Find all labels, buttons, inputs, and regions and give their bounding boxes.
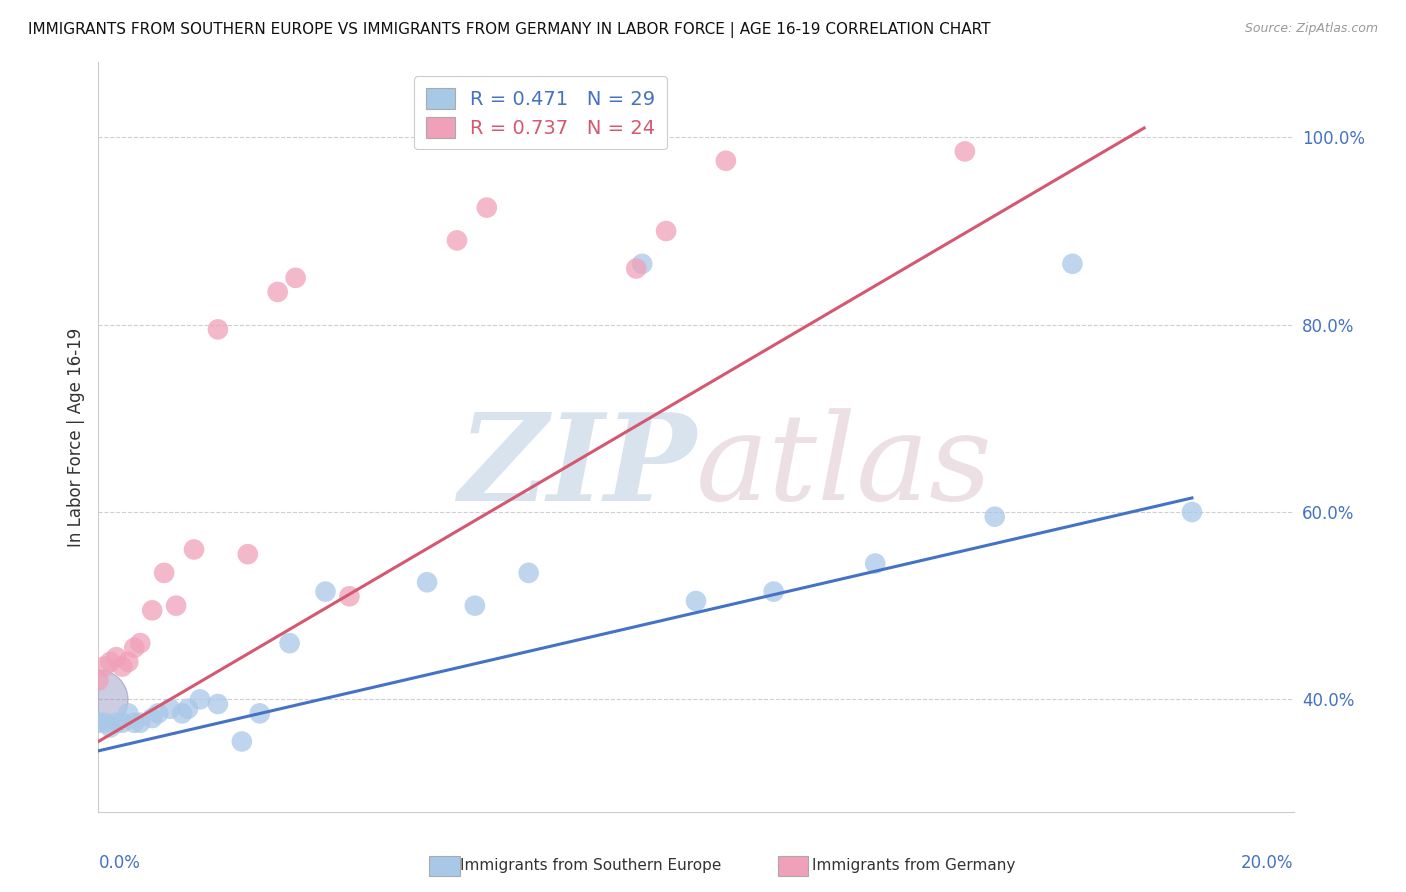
Point bbox=[207, 697, 229, 711]
Text: atlas: atlas bbox=[696, 409, 993, 525]
Point bbox=[714, 153, 737, 168]
Point bbox=[172, 706, 194, 721]
Point bbox=[159, 701, 181, 715]
Point bbox=[236, 547, 259, 561]
Point bbox=[315, 584, 337, 599]
Point bbox=[284, 271, 307, 285]
Point bbox=[865, 557, 887, 571]
Point bbox=[129, 715, 152, 730]
Point bbox=[685, 594, 707, 608]
Point bbox=[631, 257, 654, 271]
Point bbox=[87, 673, 110, 688]
Point bbox=[278, 636, 301, 650]
Point bbox=[464, 599, 486, 613]
Text: IMMIGRANTS FROM SOUTHERN EUROPE VS IMMIGRANTS FROM GERMANY IN LABOR FORCE | AGE : IMMIGRANTS FROM SOUTHERN EUROPE VS IMMIG… bbox=[28, 22, 991, 38]
Bar bbox=[778, 856, 808, 876]
Point bbox=[1181, 505, 1204, 519]
Point bbox=[416, 575, 439, 590]
Text: Source: ZipAtlas.com: Source: ZipAtlas.com bbox=[1244, 22, 1378, 36]
Legend: R = 0.471   N = 29, R = 0.737   N = 24: R = 0.471 N = 29, R = 0.737 N = 24 bbox=[413, 76, 668, 149]
Point bbox=[339, 590, 361, 604]
Y-axis label: In Labor Force | Age 16-19: In Labor Force | Age 16-19 bbox=[66, 327, 84, 547]
Point bbox=[124, 715, 146, 730]
Point bbox=[517, 566, 540, 580]
Point bbox=[626, 261, 648, 276]
Point bbox=[207, 322, 229, 336]
Point bbox=[953, 145, 976, 159]
Point bbox=[93, 659, 115, 673]
Point bbox=[762, 584, 785, 599]
Point bbox=[98, 721, 122, 735]
Text: ZIP: ZIP bbox=[458, 408, 696, 526]
Point bbox=[93, 715, 115, 730]
Point bbox=[446, 233, 468, 247]
Point bbox=[105, 650, 128, 665]
Point bbox=[87, 715, 110, 730]
Point bbox=[111, 659, 134, 673]
Point bbox=[141, 603, 163, 617]
Point bbox=[105, 715, 128, 730]
Point bbox=[655, 224, 678, 238]
Point bbox=[1062, 257, 1084, 271]
Text: 20.0%: 20.0% bbox=[1241, 854, 1294, 871]
Point bbox=[153, 566, 176, 580]
Point bbox=[87, 692, 110, 706]
Point bbox=[475, 201, 498, 215]
Point bbox=[249, 706, 271, 721]
Point bbox=[111, 715, 134, 730]
Point bbox=[129, 636, 152, 650]
Point bbox=[117, 655, 139, 669]
Point bbox=[267, 285, 290, 299]
Point bbox=[188, 692, 211, 706]
Text: 0.0%: 0.0% bbox=[98, 854, 141, 871]
Point bbox=[984, 509, 1007, 524]
Point bbox=[98, 655, 122, 669]
Point bbox=[177, 701, 200, 715]
Point bbox=[117, 706, 139, 721]
Bar bbox=[429, 856, 460, 876]
Point bbox=[231, 734, 253, 748]
Point bbox=[183, 542, 205, 557]
Text: Immigrants from Southern Europe: Immigrants from Southern Europe bbox=[460, 858, 721, 872]
Point bbox=[124, 640, 146, 655]
Point bbox=[141, 711, 163, 725]
Point bbox=[148, 706, 170, 721]
Text: Immigrants from Germany: Immigrants from Germany bbox=[813, 858, 1015, 872]
Point bbox=[165, 599, 187, 613]
